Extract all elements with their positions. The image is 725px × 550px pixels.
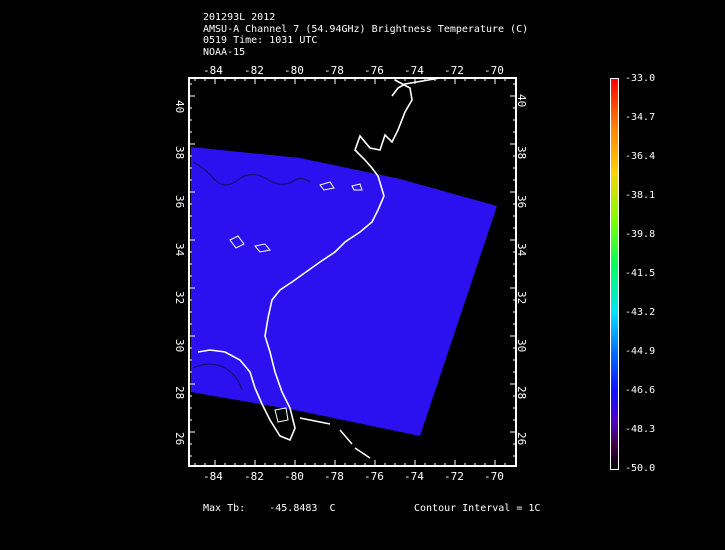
lat-tick-label: 36 bbox=[173, 195, 186, 208]
lon-tick-label: -82 bbox=[244, 64, 264, 77]
lat-tick-label: 30 bbox=[173, 339, 186, 352]
lat-tick-label: 34 bbox=[173, 243, 186, 257]
lat-tick-label: 38 bbox=[173, 146, 186, 159]
frame-ticks bbox=[189, 78, 516, 466]
lon-tick-label: -76 bbox=[364, 470, 384, 483]
lat-tick-label: 26 bbox=[515, 432, 528, 445]
lat-labels-left: 40 38 36 34 32 30 28 26 bbox=[173, 100, 186, 445]
contour-line bbox=[192, 363, 243, 391]
lat-tick-label: 30 bbox=[515, 339, 528, 352]
lat-tick-label: 26 bbox=[173, 432, 186, 445]
lon-tick-label: -78 bbox=[324, 64, 344, 77]
lon-tick-label: -84 bbox=[203, 470, 223, 483]
lat-tick-label: 40 bbox=[173, 100, 186, 113]
lon-tick-label: -70 bbox=[484, 64, 504, 77]
lon-tick-label: -80 bbox=[284, 470, 304, 483]
lat-tick-label: 32 bbox=[515, 291, 528, 304]
colorbar-label: -48.3 bbox=[625, 424, 656, 435]
lon-tick-label: -84 bbox=[203, 64, 223, 77]
colorbar-label: -38.1 bbox=[625, 190, 656, 201]
max-tb-value: -45.8483 bbox=[269, 503, 318, 514]
colorbar-label: -46.6 bbox=[625, 385, 656, 396]
contour-interval: Contour Interval = 1C bbox=[414, 503, 541, 514]
lake-outline bbox=[229, 181, 363, 423]
lat-tick-label: 38 bbox=[515, 146, 528, 159]
lon-tick-label: -80 bbox=[284, 64, 304, 77]
contour-line bbox=[192, 161, 311, 186]
header-time: 0519 Time: 1031 UTC bbox=[203, 35, 318, 46]
lon-labels-top: -84 -82 -80 -78 -76 -74 -72 -70 bbox=[203, 64, 504, 77]
lon-tick-label: -70 bbox=[484, 470, 504, 483]
lon-tick-label: -74 bbox=[404, 470, 424, 483]
lon-tick-label: -78 bbox=[324, 470, 344, 483]
lat-tick-label: 40 bbox=[515, 94, 528, 107]
header-storm-id: 201293L 2012 bbox=[203, 12, 276, 23]
coastline bbox=[197, 79, 413, 442]
lon-tick-label: -82 bbox=[244, 470, 264, 483]
lat-tick-label: 34 bbox=[515, 243, 528, 257]
lon-tick-label: -72 bbox=[444, 64, 464, 77]
colorbar-label: -50.0 bbox=[625, 463, 656, 474]
lon-tick-label: -74 bbox=[404, 64, 424, 77]
lat-labels-right: 40 38 36 34 32 30 28 26 bbox=[515, 94, 528, 445]
lon-tick-label: -76 bbox=[364, 64, 384, 77]
colorbar-label: -43.2 bbox=[625, 307, 656, 318]
temperature-colorbar bbox=[610, 78, 619, 470]
colorbar-label: -41.5 bbox=[625, 268, 656, 279]
colorbar-label: -36.4 bbox=[625, 151, 656, 162]
bahamas-coast bbox=[299, 417, 371, 459]
lat-tick-label: 36 bbox=[515, 195, 528, 208]
colorbar-label: -33.0 bbox=[625, 73, 656, 84]
max-tb-label: Max Tb: bbox=[203, 503, 246, 514]
colorbar-label: -39.8 bbox=[625, 229, 656, 240]
coastline-north bbox=[391, 77, 441, 97]
colorbar-label: -34.7 bbox=[625, 112, 656, 123]
lon-tick-label: -72 bbox=[444, 470, 464, 483]
max-tb-readout: Max Tb: -45.8483 C bbox=[203, 503, 336, 514]
lat-tick-label: 28 bbox=[173, 386, 186, 399]
lat-tick-label: 28 bbox=[515, 386, 528, 399]
map-frame bbox=[188, 77, 517, 467]
lon-labels-bottom: -84 -82 -80 -78 -76 -74 -72 -70 bbox=[203, 470, 504, 483]
max-tb-unit: C bbox=[329, 503, 336, 514]
map-header: 201293L 2012 AMSU-A Channel 7 (54.94GHz)… bbox=[203, 12, 528, 58]
colorbar-label: -44.9 bbox=[625, 346, 656, 357]
lat-tick-label: 32 bbox=[173, 291, 186, 304]
amsu-swath bbox=[191, 147, 497, 436]
header-satellite: NOAA-15 bbox=[203, 46, 246, 58]
header-title: AMSU-A Channel 7 (54.94GHz) Brightness T… bbox=[203, 23, 529, 35]
